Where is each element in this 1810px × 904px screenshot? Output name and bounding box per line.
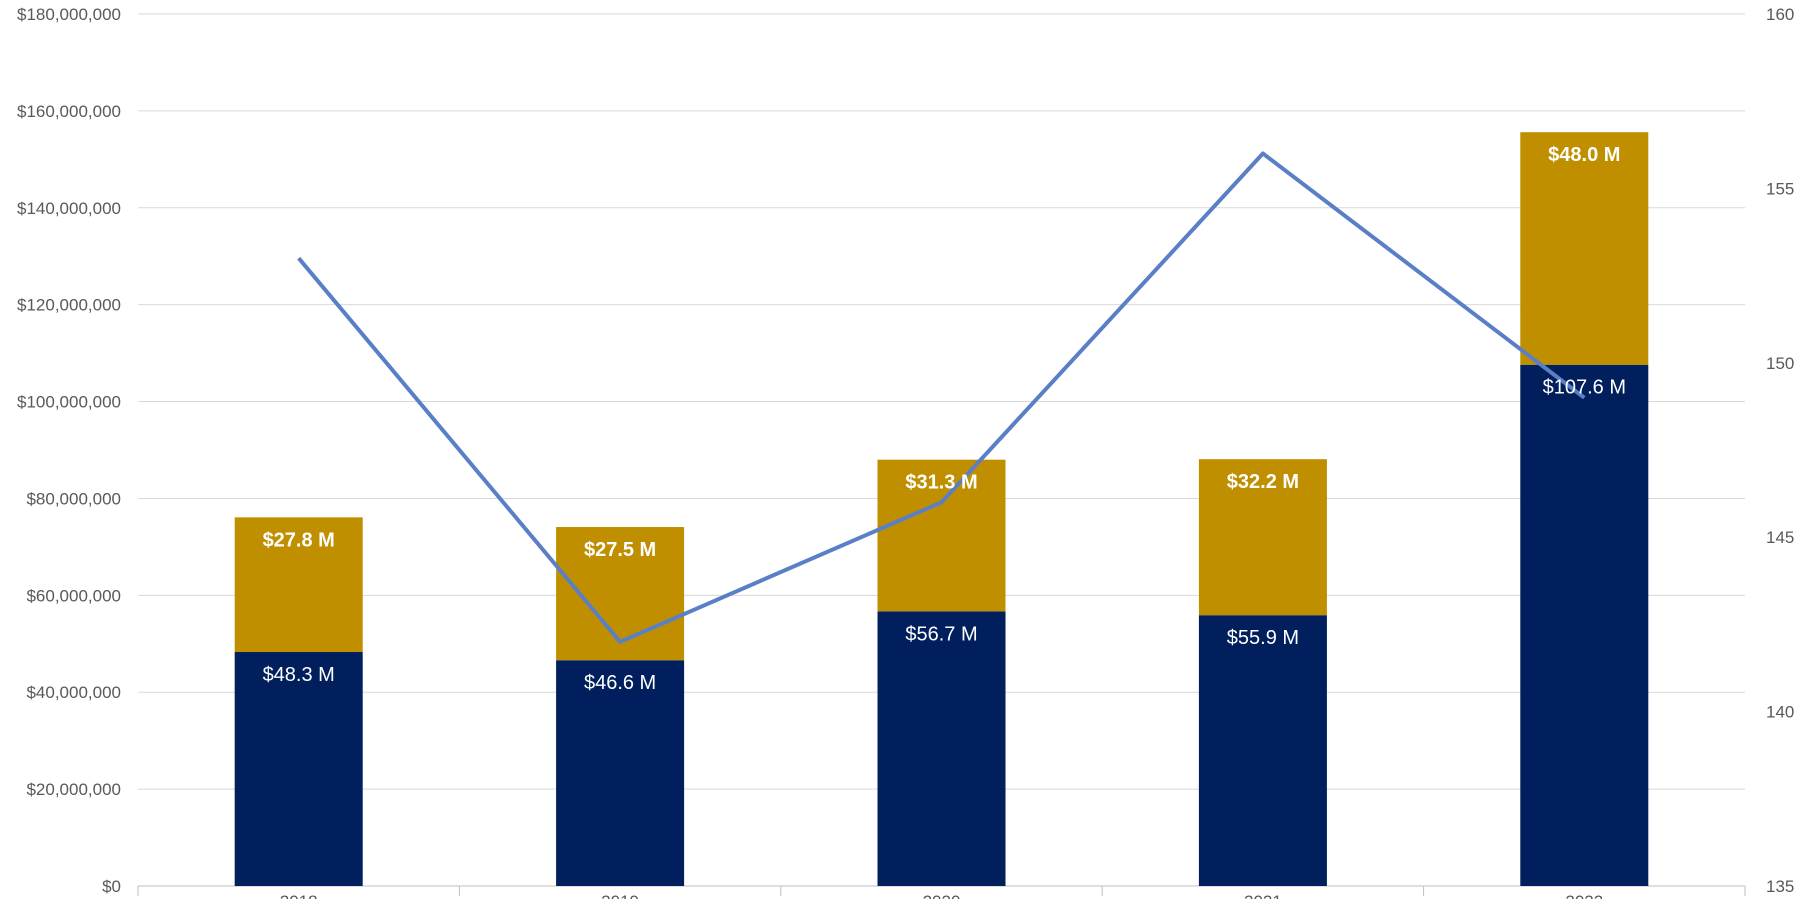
data-label-top: $31.3 M (905, 472, 977, 494)
y-left-tick-label: $80,000,000 (26, 489, 121, 508)
data-label-bottom: $55.9 M (1227, 627, 1299, 649)
data-label-top: $27.5 M (584, 539, 656, 561)
y-left-tick-label: $140,000,000 (17, 199, 121, 218)
x-tick-label: 2019 (601, 892, 639, 899)
y-left-tick-label: $160,000,000 (17, 102, 121, 121)
x-tick-label: 2018 (280, 892, 318, 899)
y-left-tick-label: $40,000,000 (26, 683, 121, 702)
bar-segment-top (1520, 132, 1648, 365)
y-right-tick-label: 160 (1766, 5, 1794, 24)
x-tick-label: 2020 (923, 892, 961, 899)
y-left-tick-label: $180,000,000 (17, 5, 121, 24)
x-tick-label: 2021 (1244, 892, 1282, 899)
data-label-bottom: $107.6 M (1543, 377, 1626, 399)
y-right-tick-label: 150 (1766, 354, 1794, 373)
y-right-tick-label: 140 (1766, 703, 1794, 722)
data-label-bottom: $48.3 M (263, 664, 335, 686)
data-label-top: $32.2 M (1227, 471, 1299, 493)
bar-segment-bottom (878, 611, 1006, 886)
y-left-tick-label: $60,000,000 (26, 586, 121, 605)
bar-segment-bottom (1520, 365, 1648, 886)
data-label-top: $27.8 M (263, 529, 335, 551)
y-right-tick-label: 145 (1766, 528, 1794, 547)
data-label-bottom: $46.6 M (584, 672, 656, 694)
bar-segment-bottom (235, 652, 363, 886)
data-label-bottom: $56.7 M (905, 623, 977, 645)
y-left-tick-label: $0 (102, 877, 121, 896)
y-left-tick-label: $100,000,000 (17, 393, 121, 412)
y-left-tick-label: $20,000,000 (26, 780, 121, 799)
y-right-tick-label: 155 (1766, 179, 1794, 198)
data-label-top: $48.0 M (1548, 144, 1620, 166)
y-right-tick-label: 135 (1766, 877, 1794, 896)
bar-segment-bottom (1199, 615, 1327, 886)
y-left-tick-label: $120,000,000 (17, 296, 121, 315)
x-tick-label: 2022 (1565, 892, 1603, 899)
